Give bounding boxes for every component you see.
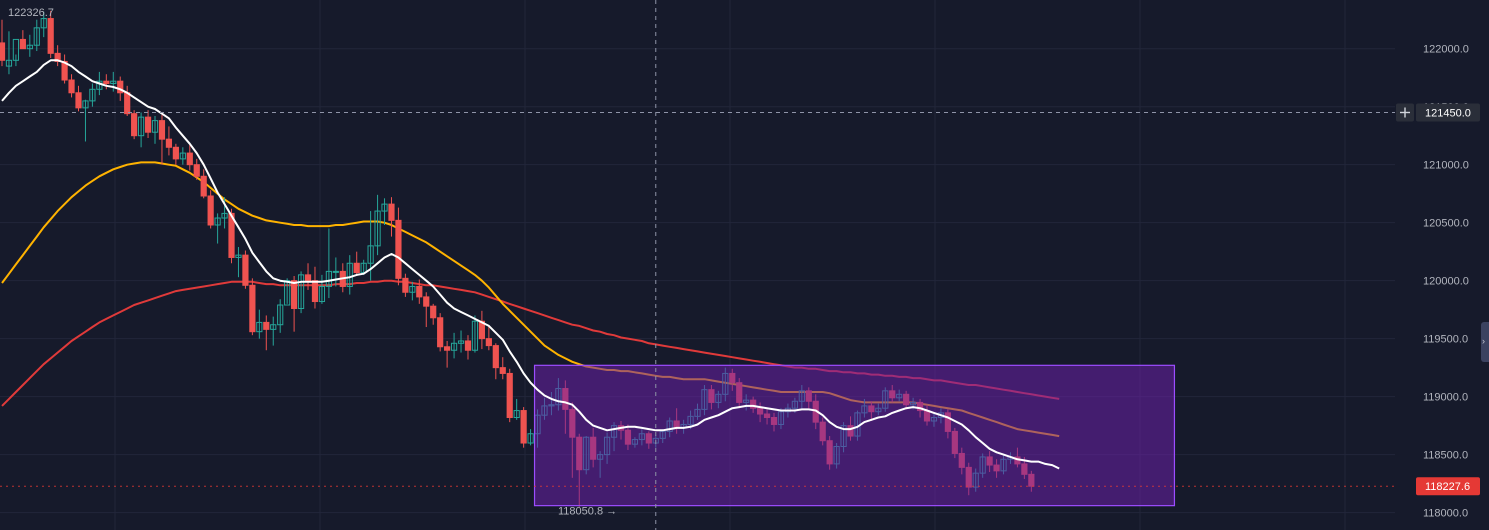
candle xyxy=(457,330,465,353)
series-line xyxy=(1,59,1060,470)
candle xyxy=(395,207,402,286)
candle xyxy=(270,316,277,346)
candle xyxy=(68,74,75,98)
y-tick-label: 118500.0 xyxy=(1423,450,1468,462)
candle xyxy=(374,194,381,256)
candle xyxy=(291,276,298,332)
candle xyxy=(297,271,305,314)
y-tick-label: 119000.0 xyxy=(1423,392,1468,404)
candle xyxy=(33,19,40,52)
y-tick-label: 122000.0 xyxy=(1423,44,1469,56)
crosshair xyxy=(0,0,1395,530)
candle xyxy=(110,71,117,92)
candle xyxy=(464,335,472,360)
candle xyxy=(346,255,353,295)
crosshair-plus-icon[interactable] xyxy=(1396,103,1414,122)
candle xyxy=(200,169,207,199)
candle xyxy=(416,279,423,304)
candle xyxy=(165,126,173,156)
side-panel-toggle[interactable]: › xyxy=(1481,322,1489,362)
candle xyxy=(172,143,179,165)
current-price-badge xyxy=(1416,477,1480,496)
candle xyxy=(144,110,152,139)
candle xyxy=(430,303,437,325)
candle xyxy=(0,19,6,67)
y-tick-label: 120000.0 xyxy=(1423,276,1469,288)
candle xyxy=(325,228,332,299)
y-tick-label: 121000.0 xyxy=(1423,160,1469,172)
candle xyxy=(61,54,68,84)
crosshair-price-badge xyxy=(1416,103,1480,122)
y-tick-label: 120500.0 xyxy=(1423,218,1469,230)
candle xyxy=(485,325,492,351)
candle xyxy=(409,281,416,301)
y-tick-label: 118000.0 xyxy=(1423,508,1468,520)
candle xyxy=(437,313,444,352)
candle xyxy=(89,83,96,107)
candle xyxy=(304,263,312,290)
candle xyxy=(12,38,20,67)
candle xyxy=(402,273,409,297)
candle xyxy=(75,85,82,112)
y-tick-label: 119500.0 xyxy=(1423,334,1468,346)
grid xyxy=(0,0,1395,530)
candle xyxy=(5,31,13,75)
candle xyxy=(263,315,270,351)
candle xyxy=(138,112,145,148)
ema-fast-series xyxy=(1,59,1060,470)
candle xyxy=(40,11,47,38)
candle xyxy=(513,398,520,420)
zone-box[interactable] xyxy=(533,364,1176,507)
candle xyxy=(131,110,138,140)
candle xyxy=(277,299,284,333)
candle xyxy=(318,274,326,304)
candle xyxy=(151,115,159,144)
high-price-label: 122326.7 xyxy=(8,7,54,19)
candle xyxy=(423,292,430,328)
candle xyxy=(26,34,33,57)
candle xyxy=(19,30,26,50)
candle xyxy=(353,251,360,277)
candle xyxy=(82,99,89,142)
current-price-text: 118227.6 xyxy=(1425,481,1470,493)
crosshair-price-text: 121450.0 xyxy=(1425,107,1471,119)
candle xyxy=(478,310,485,350)
candle xyxy=(520,407,527,448)
candle xyxy=(444,340,451,368)
candle xyxy=(242,250,249,289)
candle xyxy=(506,368,513,423)
chevron-right-icon: › xyxy=(1482,336,1485,346)
candle xyxy=(179,147,186,165)
candle xyxy=(214,213,221,244)
candle xyxy=(158,114,166,165)
annotations: 122326.7 118050.8 → xyxy=(8,7,617,518)
candle xyxy=(499,357,506,380)
candle xyxy=(311,266,319,309)
candle xyxy=(256,309,263,339)
candle xyxy=(207,190,214,229)
candle xyxy=(249,278,256,336)
consolidation-zone[interactable] xyxy=(533,364,1176,507)
price-badges: 121450.0 118227.6 xyxy=(1396,103,1480,496)
candle xyxy=(527,429,534,446)
candle xyxy=(193,158,200,180)
candle xyxy=(332,257,339,287)
candle xyxy=(471,315,479,353)
candle xyxy=(388,197,395,237)
candle xyxy=(54,45,61,67)
candle xyxy=(228,208,235,264)
candle xyxy=(186,143,193,171)
candle xyxy=(381,198,388,225)
candle xyxy=(47,10,54,58)
candle xyxy=(235,247,242,278)
candle xyxy=(450,332,458,359)
low-price-label: 118050.8 → xyxy=(558,506,617,518)
candle xyxy=(492,343,499,380)
